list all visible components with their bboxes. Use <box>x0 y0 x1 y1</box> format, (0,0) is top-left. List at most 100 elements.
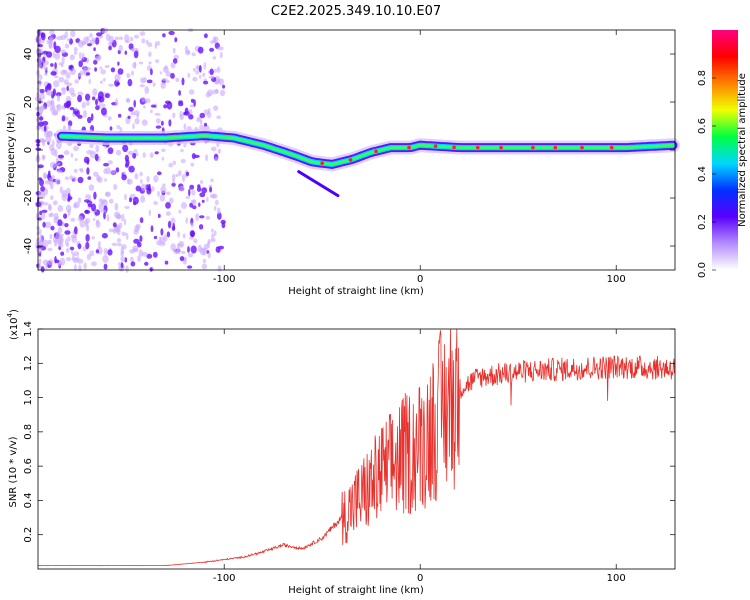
noise-point <box>57 205 64 212</box>
noise-point <box>84 217 91 224</box>
noise-point <box>57 169 63 174</box>
noise-point <box>50 225 55 231</box>
noise-point <box>47 247 53 251</box>
noise-point <box>222 84 226 89</box>
noise-point <box>213 105 219 111</box>
noise-point <box>134 34 139 39</box>
noise-point <box>108 35 115 44</box>
noise-point <box>133 50 139 59</box>
noise-point <box>185 171 190 177</box>
noise-point <box>214 157 219 161</box>
noise-point <box>67 197 71 202</box>
noise-point <box>48 179 53 186</box>
noise-point <box>109 198 114 204</box>
noise-point <box>198 65 202 73</box>
noise-point <box>132 245 139 252</box>
noise-point <box>104 64 110 69</box>
noise-point <box>41 32 46 41</box>
noise-point <box>42 154 45 161</box>
noise-point <box>59 186 63 194</box>
noise-point <box>175 173 179 177</box>
noise-point <box>124 206 130 209</box>
noise-point <box>37 57 43 64</box>
noise-point <box>66 187 71 195</box>
noise-point <box>49 161 57 169</box>
noise-point <box>128 197 133 203</box>
noise-point <box>48 213 52 218</box>
noise-point <box>122 144 129 153</box>
noise-point <box>95 105 100 111</box>
noise-point <box>38 190 45 196</box>
noise-point <box>69 68 77 75</box>
y-tick-label: 1.0 <box>23 390 34 406</box>
noise-point <box>69 175 74 180</box>
noise-point <box>85 241 90 250</box>
noise-point <box>42 221 46 228</box>
noise-point <box>85 67 92 71</box>
noise-point <box>74 79 79 84</box>
y-tick-label: 0.2 <box>23 527 34 543</box>
noise-point <box>83 262 87 270</box>
noise-point <box>91 37 96 42</box>
spectrogram-panel: -100 0 100 -40 -20 0 20 40 Height of straight l… <box>6 27 680 297</box>
noise-point <box>39 210 43 215</box>
noise-point <box>103 162 109 167</box>
noise-point <box>116 81 120 86</box>
noise-point <box>94 153 99 161</box>
noise-point <box>108 45 112 51</box>
noise-point <box>48 40 53 49</box>
noise-point <box>178 240 185 248</box>
noise-point <box>179 110 183 118</box>
noise-point <box>172 223 175 230</box>
noise-point <box>196 186 202 192</box>
noise-point <box>146 79 153 84</box>
noise-point <box>95 144 100 153</box>
ridge-hotspot <box>499 145 503 150</box>
noise-point <box>93 191 97 200</box>
noise-point <box>74 264 77 271</box>
noise-point <box>203 61 207 70</box>
noise-point <box>117 68 124 75</box>
noise-point <box>187 246 190 253</box>
noise-point <box>111 242 118 247</box>
noise-point <box>183 123 187 130</box>
spectrogram-xlabel: Height of straight line (km) <box>288 286 424 297</box>
noise-point <box>68 65 73 70</box>
noise-point <box>85 72 91 76</box>
noise-point <box>141 119 148 126</box>
noise-point <box>55 92 62 97</box>
noise-point <box>159 194 165 202</box>
noise-point <box>164 260 169 265</box>
noise-point <box>133 229 139 235</box>
noise-point <box>166 191 171 195</box>
noise-point <box>214 199 219 206</box>
noise-point <box>87 116 92 124</box>
y-tick-label: 40 <box>23 48 34 61</box>
noise-point <box>98 240 101 249</box>
noise-point <box>139 84 146 88</box>
noise-point <box>94 37 100 45</box>
noise-point <box>192 199 197 206</box>
noise-point <box>42 172 48 179</box>
noise-point <box>133 201 137 206</box>
noise-point <box>217 148 221 154</box>
noise-point <box>128 165 135 173</box>
noise-point <box>188 89 195 95</box>
noise-point <box>212 56 216 60</box>
noise-point <box>191 153 196 160</box>
noise-point <box>112 222 117 228</box>
noise-point <box>106 214 110 222</box>
noise-point <box>116 214 122 220</box>
noise-point <box>89 143 94 149</box>
y-tick-label: 0 <box>23 147 34 153</box>
noise-point <box>57 154 64 159</box>
noise-point <box>50 195 54 201</box>
noise-point <box>139 171 143 177</box>
noise-point <box>189 184 195 190</box>
noise-point <box>199 192 206 198</box>
noise-point <box>84 209 89 214</box>
noise-point <box>77 243 82 250</box>
noise-point <box>176 247 181 255</box>
noise-point <box>95 249 100 254</box>
noise-point <box>192 76 198 82</box>
